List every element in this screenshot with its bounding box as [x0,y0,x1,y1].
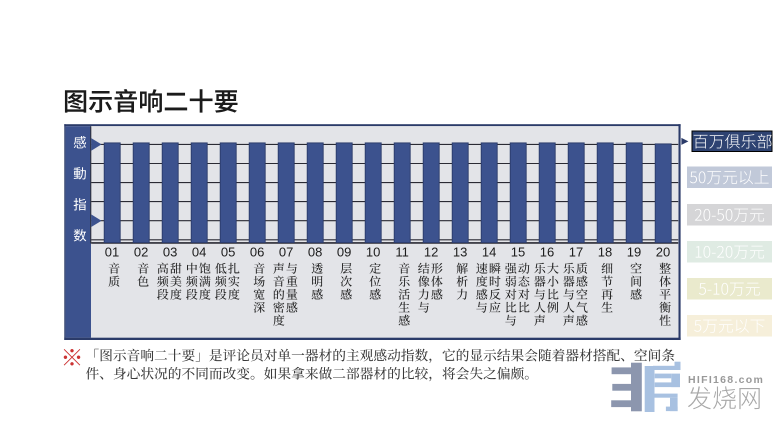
svg-text:HIFI168.com: HIFI168.com [688,374,764,386]
svg-text:10: 10 [366,245,380,260]
svg-text:06: 06 [250,245,264,260]
svg-text:07: 07 [279,245,293,260]
svg-text:01: 01 [105,245,119,260]
svg-text:08: 08 [308,245,322,260]
svg-text:19: 19 [627,245,641,260]
svg-text:16: 16 [540,245,554,260]
svg-text:03: 03 [163,245,177,260]
svg-text:04: 04 [192,245,206,260]
svg-text:05: 05 [221,245,235,260]
svg-text:13: 13 [453,245,467,260]
svg-text:11: 11 [395,245,409,260]
svg-text:14: 14 [482,245,496,260]
svg-text:18: 18 [598,245,612,260]
svg-text:09: 09 [337,245,351,260]
svg-text:17: 17 [569,245,583,260]
svg-text:20: 20 [656,245,670,260]
svg-text:02: 02 [134,245,148,260]
svg-text:15: 15 [511,245,525,260]
svg-text:12: 12 [424,245,438,260]
